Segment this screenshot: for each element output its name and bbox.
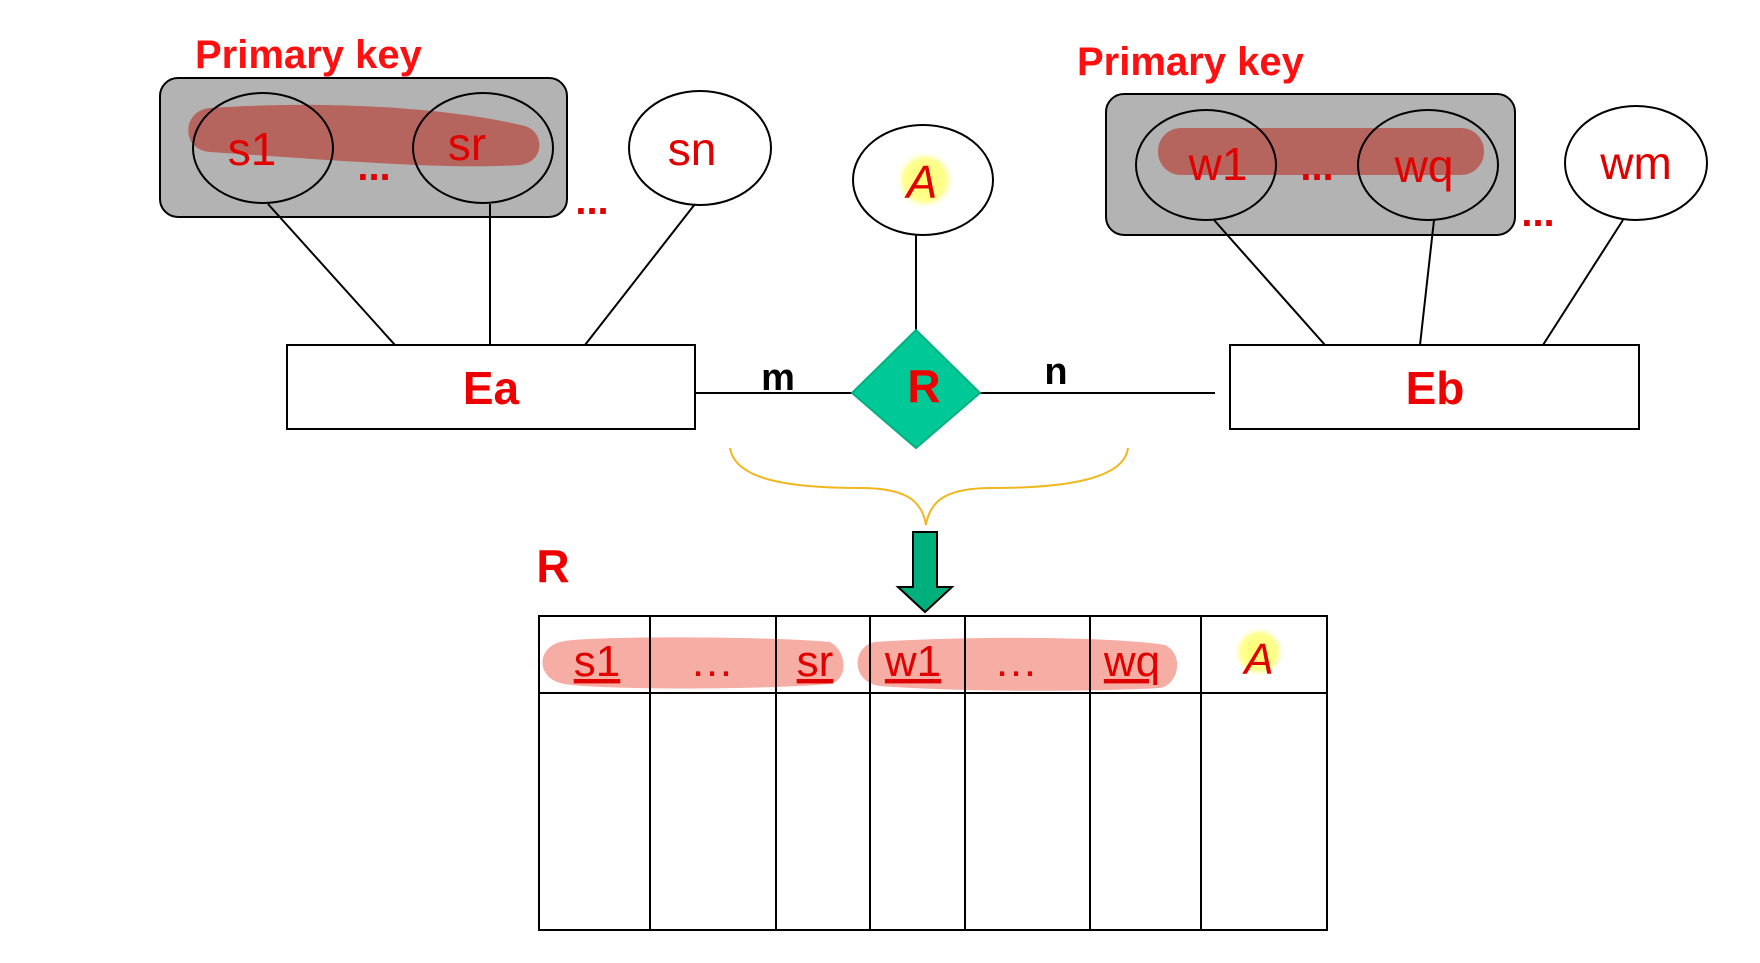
right-attr-w1: w1 (1188, 138, 1248, 190)
right-attr-wm: wm (1599, 137, 1672, 189)
entity-ea-box (286, 344, 696, 430)
relationship-attr-label: A (904, 156, 938, 208)
right-key-dots: ... (1300, 145, 1333, 189)
table-highlight-w (857, 637, 1178, 691)
mapping-arrow-icon (895, 531, 955, 614)
right-outer-dots: ... (1521, 191, 1554, 235)
entity-ea-label: Ea (463, 362, 520, 414)
left-outer-dots: ... (575, 179, 608, 223)
left-attr-sn: sn (668, 123, 717, 175)
table-title: R (536, 540, 569, 592)
table-header-dots-1: … (690, 637, 734, 686)
right-attr-wq-ellipse (1357, 109, 1499, 221)
table-header-s1: s1 (574, 637, 620, 686)
right-attr-wm-ellipse (1564, 105, 1708, 221)
connector-sn-ea (584, 203, 696, 346)
right-primary-key-label: Primary key (1077, 40, 1305, 84)
table-header-sr: sr (797, 637, 834, 686)
left-key-highlight (188, 104, 540, 167)
table-attr-glow (1233, 626, 1285, 678)
left-attr-s1-ellipse (192, 92, 334, 204)
connector-s1-ea (267, 203, 396, 346)
table-header-wq: wq (1103, 637, 1160, 686)
relation-table (538, 615, 1328, 931)
right-attr-wq: wq (1394, 140, 1454, 192)
relationship-diamond (850, 328, 982, 450)
relationship-attr-glow (895, 150, 955, 210)
left-primary-key-label: Primary key (195, 33, 423, 77)
left-attr-sr-ellipse (412, 92, 554, 204)
cardinality-n: n (1044, 351, 1067, 393)
left-attr-s1: s1 (228, 123, 277, 175)
entity-eb-label: Eb (1406, 362, 1465, 414)
relationship-name: R (907, 360, 940, 412)
right-attr-w1-ellipse (1135, 109, 1277, 221)
connector-w1-eb (1213, 219, 1326, 346)
left-key-dots: ... (357, 145, 390, 189)
cardinality-m: m (761, 357, 795, 399)
mapping-brace (729, 447, 1129, 526)
table-highlight-s (542, 637, 844, 689)
table-header-a: A (1241, 635, 1273, 684)
connector-wm-eb (1542, 219, 1624, 346)
table-header-w1: w1 (884, 637, 941, 686)
entity-eb-box (1229, 344, 1640, 430)
left-attr-sn-ellipse (628, 90, 772, 206)
left-attr-sr: sr (448, 118, 486, 170)
table-header-dots-2: … (994, 637, 1038, 686)
connector-wq-eb (1419, 219, 1435, 346)
right-key-highlight (1158, 128, 1484, 175)
